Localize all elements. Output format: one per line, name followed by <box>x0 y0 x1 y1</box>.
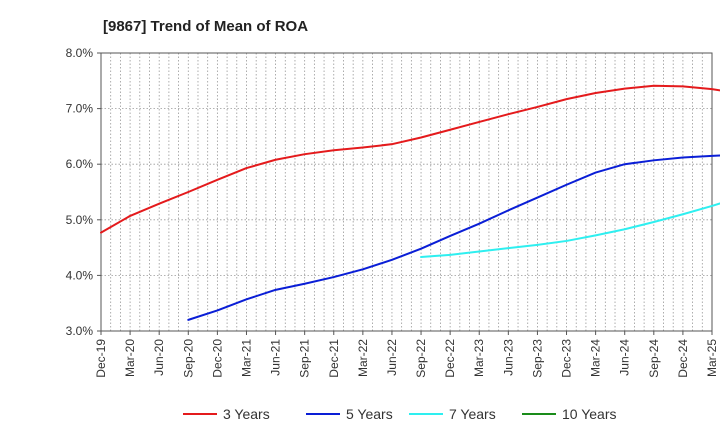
x-tick-label: Sep-23 <box>530 339 544 378</box>
y-tick-label: 6.0% <box>66 157 94 171</box>
x-tick-label: Mar-22 <box>356 339 370 377</box>
x-tick-label: Dec-21 <box>327 339 341 378</box>
x-tick-label: Sep-24 <box>647 339 661 378</box>
x-tick-label: Dec-22 <box>443 339 457 378</box>
series-lines <box>100 84 720 321</box>
x-tick-label: Mar-21 <box>239 339 253 377</box>
legend-label: 3 Years <box>223 406 270 422</box>
x-tick-label: Dec-23 <box>560 339 574 378</box>
x-tick-label: Dec-19 <box>94 339 108 378</box>
x-tick-label: Mar-25 <box>705 339 719 377</box>
x-tick-label: Jun-20 <box>152 339 166 376</box>
x-tick-label: Sep-21 <box>298 339 312 378</box>
x-tick-label: Mar-20 <box>123 339 137 377</box>
y-tick-label: 5.0% <box>66 213 94 227</box>
plot-frame <box>100 52 713 332</box>
x-tick-label: Mar-24 <box>589 339 603 377</box>
x-tick-label: Dec-24 <box>676 339 690 378</box>
legend-label: 10 Years <box>562 406 617 422</box>
x-tick-label: Jun-23 <box>501 339 515 376</box>
legend-label: 5 Years <box>346 406 393 422</box>
x-tick-label: Jun-21 <box>269 339 283 376</box>
x-tick-label: Sep-20 <box>181 339 195 378</box>
series-line-3-years <box>100 84 720 234</box>
grid-lines <box>100 52 713 332</box>
legend: 3 Years 5 Years 7 Years 10 Years <box>183 406 617 422</box>
x-tick-label: Mar-23 <box>472 339 486 377</box>
series-line-7-years <box>420 202 720 259</box>
axes: 3.0% 4.0% 5.0% 6.0% 7.0% 8.0% Dec-19 Mar-20 Jun-… <box>66 46 719 378</box>
x-tick-label: Jun-22 <box>385 339 399 376</box>
x-tick-label: Sep-22 <box>414 339 428 378</box>
y-tick-label: 8.0% <box>66 46 94 60</box>
x-tick-label: Dec-20 <box>210 339 224 378</box>
chart-title: [9867] Trend of Mean of ROA <box>103 18 308 35</box>
y-tick-label: 3.0% <box>66 324 94 338</box>
x-tick-label: Jun-24 <box>618 339 632 376</box>
y-tick-label: 4.0% <box>66 268 94 282</box>
series-line-5-years <box>187 154 720 321</box>
legend-label: 7 Years <box>449 406 496 422</box>
y-tick-label: 7.0% <box>66 102 94 116</box>
